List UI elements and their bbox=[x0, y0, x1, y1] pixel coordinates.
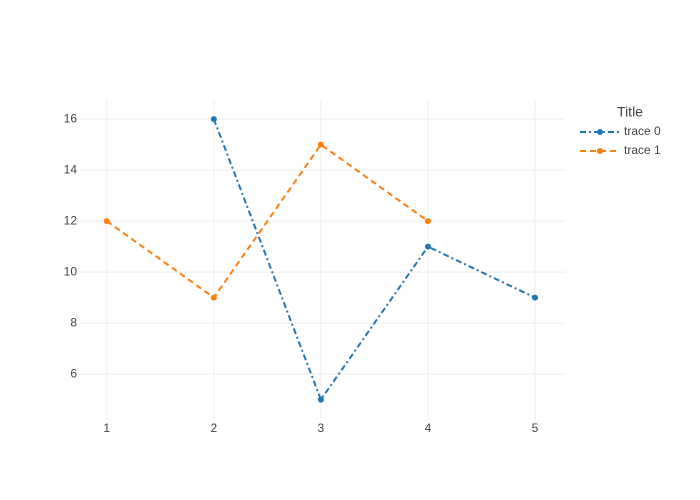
data-point bbox=[424, 218, 431, 225]
x-tick-label: 4 bbox=[425, 421, 432, 435]
data-point bbox=[317, 396, 324, 403]
x-tick-label: 3 bbox=[318, 421, 325, 435]
y-tick-label: 10 bbox=[64, 264, 78, 278]
data-point bbox=[210, 294, 217, 301]
legend-label: trace 1 bbox=[624, 143, 661, 157]
legend-title: Title bbox=[617, 104, 643, 120]
y-tick-label: 12 bbox=[64, 213, 78, 227]
y-tick-label: 14 bbox=[64, 162, 78, 176]
data-point bbox=[424, 243, 431, 250]
legend-label: trace 0 bbox=[624, 124, 661, 138]
series-line bbox=[212, 118, 536, 402]
series-line bbox=[106, 143, 429, 300]
y-tick-label: 16 bbox=[64, 111, 78, 125]
legend-marker bbox=[597, 129, 603, 135]
x-tick-label: 2 bbox=[210, 421, 217, 435]
data-point bbox=[532, 294, 539, 301]
legend-marker bbox=[597, 148, 603, 154]
x-tick-label: 1 bbox=[103, 421, 110, 435]
data-point bbox=[317, 141, 324, 148]
y-tick-label: 8 bbox=[70, 315, 77, 329]
data-point bbox=[103, 218, 110, 225]
data-point bbox=[210, 116, 217, 123]
x-tick-label: 5 bbox=[532, 421, 539, 435]
y-tick-label: 6 bbox=[70, 366, 77, 380]
